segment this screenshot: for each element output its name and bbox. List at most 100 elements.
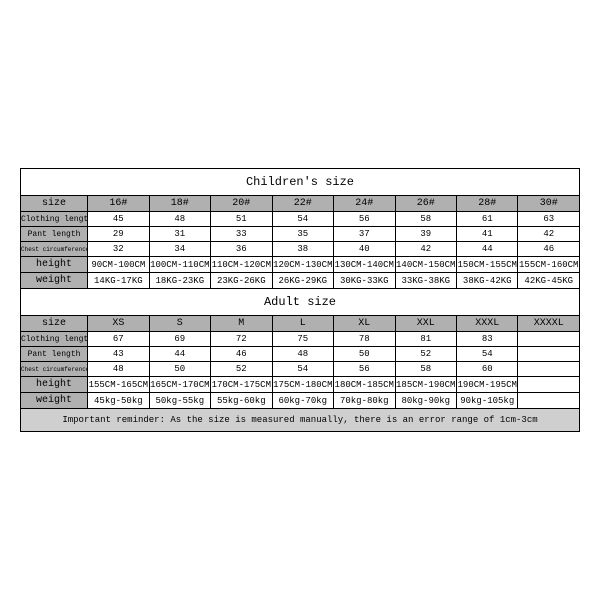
- cell: 37: [334, 227, 395, 242]
- row-label: height: [21, 257, 88, 273]
- cell: 78: [334, 332, 395, 347]
- cell: 29: [88, 227, 149, 242]
- row-label: Chest circumference 1/2: [21, 242, 88, 257]
- cell: 50: [149, 362, 210, 377]
- cell: 43: [88, 347, 149, 362]
- table-row: height 155CM-165CM 165CM-170CM 170CM-175…: [21, 377, 580, 393]
- cell: 165CM-170CM: [149, 377, 210, 393]
- cell: 190CM-195CM: [456, 377, 517, 393]
- adult-title-row: Adult size: [21, 289, 580, 316]
- table-row: Pant length 29 31 33 35 37 39 41 42: [21, 227, 580, 242]
- table-row: weight 45kg-50kg 50kg-55kg 55kg-60kg 60k…: [21, 393, 580, 409]
- cell: [518, 377, 580, 393]
- cell: 31: [149, 227, 210, 242]
- cell: 41: [456, 227, 517, 242]
- col-header: 18#: [149, 196, 210, 212]
- cell: 26KG-29KG: [272, 273, 333, 289]
- cell: 63: [518, 212, 580, 227]
- cell: 38: [272, 242, 333, 257]
- cell: 14KG-17KG: [88, 273, 149, 289]
- cell: 56: [334, 362, 395, 377]
- cell: 39: [395, 227, 456, 242]
- cell: 44: [149, 347, 210, 362]
- cell: 36: [211, 242, 272, 257]
- cell: 51: [211, 212, 272, 227]
- row-label: Chest circumference 1/2: [21, 362, 88, 377]
- cell: 90CM-100CM: [88, 257, 149, 273]
- cell: 69: [149, 332, 210, 347]
- cell: 61: [456, 212, 517, 227]
- cell: 35: [272, 227, 333, 242]
- col-header: XXL: [395, 316, 456, 332]
- col-header: 22#: [272, 196, 333, 212]
- col-header: 30#: [518, 196, 580, 212]
- cell: 30KG-33KG: [334, 273, 395, 289]
- col-header: 28#: [456, 196, 517, 212]
- cell: 140CM-150CM: [395, 257, 456, 273]
- cell: 90kg-105kg: [456, 393, 517, 409]
- cell: 40: [334, 242, 395, 257]
- cell: 110CM-120CM: [211, 257, 272, 273]
- table-row: weight 14KG-17KG 18KG-23KG 23KG-26KG 26K…: [21, 273, 580, 289]
- col-header: XS: [88, 316, 149, 332]
- cell: 72: [211, 332, 272, 347]
- cell: 67: [88, 332, 149, 347]
- row-label: Clothing length: [21, 212, 88, 227]
- cell: [518, 347, 580, 362]
- adult-header-row: size XS S M L XL XXL XXXL XXXXL: [21, 316, 580, 332]
- cell: 81: [395, 332, 456, 347]
- cell: 58: [395, 212, 456, 227]
- cell: 100CM-110CM: [149, 257, 210, 273]
- cell: 18KG-23KG: [149, 273, 210, 289]
- cell: 42: [518, 227, 580, 242]
- col-header: size: [21, 196, 88, 212]
- reminder-text: Important reminder: As the size is measu…: [21, 409, 580, 432]
- children-title-row: Children's size: [21, 169, 580, 196]
- cell: [518, 393, 580, 409]
- cell: 55kg-60kg: [211, 393, 272, 409]
- cell: 46: [518, 242, 580, 257]
- table-row: Clothing length 67 69 72 75 78 81 83: [21, 332, 580, 347]
- col-header: M: [211, 316, 272, 332]
- col-header: XL: [334, 316, 395, 332]
- cell: 33: [211, 227, 272, 242]
- cell: 52: [395, 347, 456, 362]
- row-label: height: [21, 377, 88, 393]
- cell: 58: [395, 362, 456, 377]
- col-header: 24#: [334, 196, 395, 212]
- cell: 48: [88, 362, 149, 377]
- row-label: Clothing length: [21, 332, 88, 347]
- cell: 155CM-165CM: [88, 377, 149, 393]
- cell: 50kg-55kg: [149, 393, 210, 409]
- cell: 60: [456, 362, 517, 377]
- col-header: XXXXL: [518, 316, 580, 332]
- cell: 42KG-45KG: [518, 273, 580, 289]
- cell: 23KG-26KG: [211, 273, 272, 289]
- col-header: 16#: [88, 196, 149, 212]
- cell: 54: [272, 212, 333, 227]
- row-label: Pant length: [21, 227, 88, 242]
- table-row: height 90CM-100CM 100CM-110CM 110CM-120C…: [21, 257, 580, 273]
- cell: 48: [149, 212, 210, 227]
- cell: 155CM-160CM: [518, 257, 580, 273]
- cell: 42: [395, 242, 456, 257]
- cell: 120CM-130CM: [272, 257, 333, 273]
- cell: 32: [88, 242, 149, 257]
- children-title: Children's size: [21, 169, 580, 196]
- reminder-row: Important reminder: As the size is measu…: [21, 409, 580, 432]
- col-header: size: [21, 316, 88, 332]
- cell: 75: [272, 332, 333, 347]
- cell: 52: [211, 362, 272, 377]
- cell: 48: [272, 347, 333, 362]
- cell: 54: [272, 362, 333, 377]
- col-header: S: [149, 316, 210, 332]
- size-table: Children's size size 16# 18# 20# 22# 24#…: [20, 168, 580, 432]
- cell: 45kg-50kg: [88, 393, 149, 409]
- cell: 130CM-140CM: [334, 257, 395, 273]
- table-row: Clothing length 45 48 51 54 56 58 61 63: [21, 212, 580, 227]
- row-label: Pant length: [21, 347, 88, 362]
- children-header-row: size 16# 18# 20# 22# 24# 26# 28# 30#: [21, 196, 580, 212]
- size-chart: Children's size size 16# 18# 20# 22# 24#…: [20, 168, 580, 432]
- cell: 50: [334, 347, 395, 362]
- cell: 180CM-185CM: [334, 377, 395, 393]
